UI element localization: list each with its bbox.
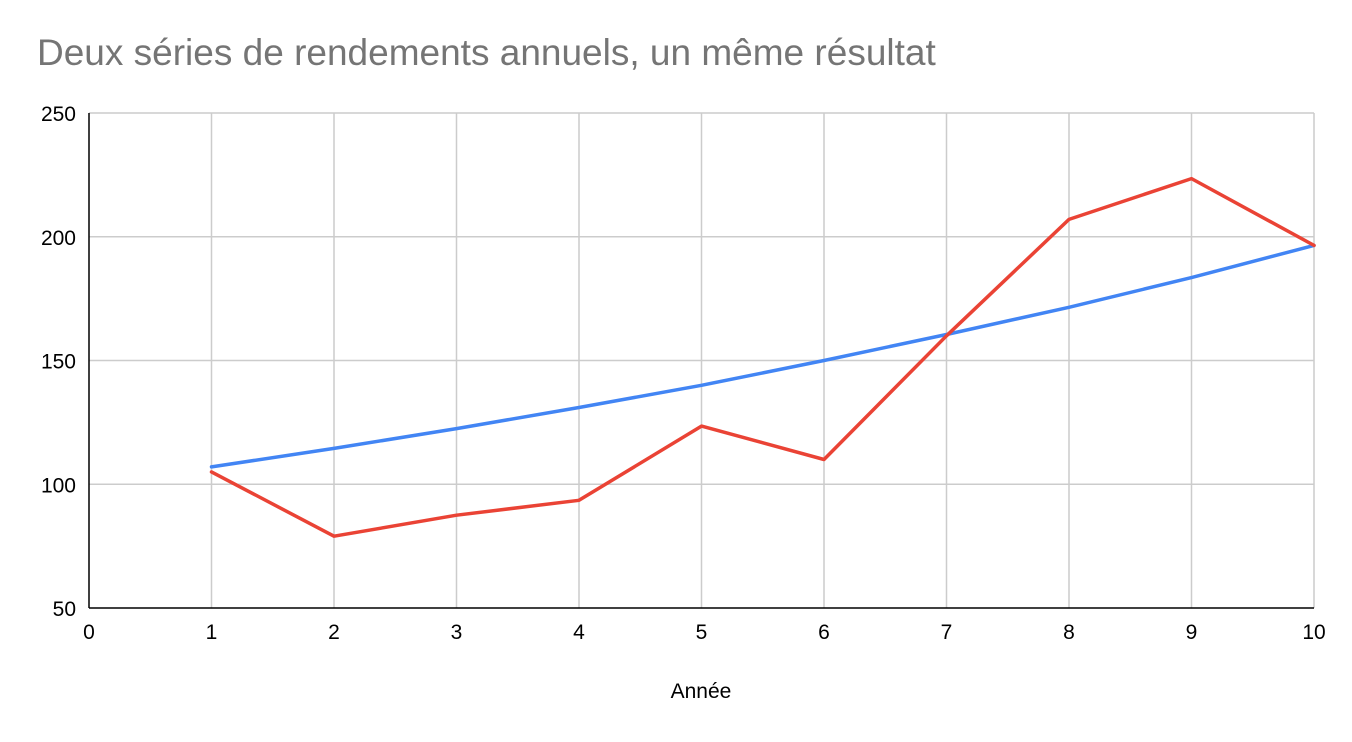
y-tick-label: 200 xyxy=(41,227,76,250)
axes xyxy=(88,113,1314,609)
y-tick-label: 250 xyxy=(41,103,76,126)
y-axis-tick-labels: 50 100 150 200 250 xyxy=(41,103,76,621)
series-line-1 xyxy=(209,243,1316,469)
x-tick-label: 7 xyxy=(941,621,953,644)
x-tick-label: 2 xyxy=(328,621,340,644)
series-lines xyxy=(209,176,1316,538)
x-tick-label: 8 xyxy=(1063,621,1075,644)
x-tick-label: 1 xyxy=(206,621,218,644)
x-tick-label: 5 xyxy=(696,621,708,644)
x-tick-label: 3 xyxy=(451,621,463,644)
x-axis-title: Année xyxy=(671,680,732,703)
series-line-2 xyxy=(209,176,1316,538)
x-tick-label: 4 xyxy=(573,621,585,644)
x-tick-label: 9 xyxy=(1186,621,1198,644)
x-tick-label: 0 xyxy=(83,621,95,644)
x-axis-tick-labels: 0 1 2 3 4 5 6 7 8 9 10 xyxy=(83,621,1326,644)
x-tick-label: 6 xyxy=(818,621,830,644)
x-tick-label: 10 xyxy=(1302,621,1325,644)
chart-title: Deux séries de rendements annuels, un mê… xyxy=(37,32,936,73)
y-tick-label: 50 xyxy=(53,598,76,621)
y-tick-label: 150 xyxy=(41,351,76,374)
y-tick-label: 100 xyxy=(41,474,76,497)
grid-lines xyxy=(89,112,1315,608)
